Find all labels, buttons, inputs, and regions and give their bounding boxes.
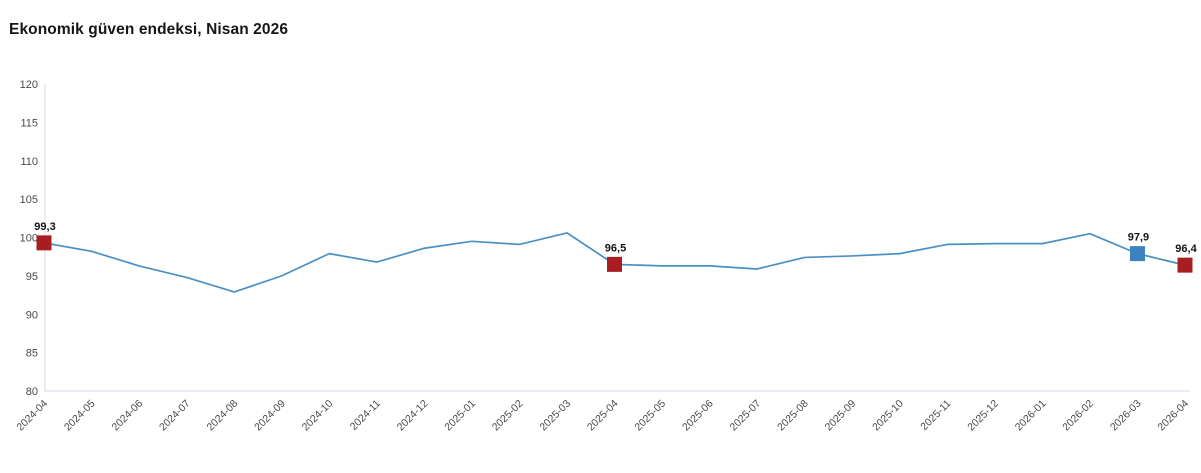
x-axis-tick-label: 2024-06 <box>109 398 145 434</box>
x-axis-tick-label: 2025-03 <box>537 398 573 434</box>
y-axis-tick-label: 90 <box>26 309 38 321</box>
data-point-marker[interactable] <box>1129 246 1145 262</box>
chart-title: Ekonomik güven endeksi, Nisan 2026 <box>9 21 289 38</box>
x-axis-tick-label: 2024-11 <box>348 398 383 433</box>
x-axis-tick-label: 2025-02 <box>490 398 526 434</box>
x-axis-tick-label: 2025-01 <box>442 398 478 434</box>
data-point-marker[interactable] <box>1177 257 1193 273</box>
y-axis-tick-label: 80 <box>26 386 38 398</box>
y-axis-tick-label: 120 <box>20 79 38 91</box>
x-axis-tick-label: 2024-09 <box>252 398 288 434</box>
data-point-label: 96,5 <box>605 242 626 254</box>
x-axis-tick-label: 2024-07 <box>157 398 193 434</box>
y-axis-tick-label: 85 <box>26 348 38 360</box>
x-axis-tick-label: 2024-05 <box>62 398 98 434</box>
x-axis-tick-label: 2024-12 <box>395 398 431 434</box>
y-axis-tick-label: 115 <box>20 117 38 129</box>
x-axis-tick-label: 2025-05 <box>632 398 668 434</box>
x-axis-tick-label: 2025-07 <box>728 398 764 434</box>
x-axis-tick-label: 2025-04 <box>585 398 621 434</box>
data-point-label: 96,4 <box>1175 243 1197 255</box>
data-point-label: 99,3 <box>34 221 55 233</box>
data-point-label: 97,9 <box>1128 232 1149 244</box>
x-axis-tick-label: 2025-11 <box>918 398 953 433</box>
x-axis-tick-label: 2024-10 <box>300 398 336 434</box>
x-axis-tick-label: 2025-08 <box>775 398 811 434</box>
y-axis-tick-label: 95 <box>26 271 38 283</box>
y-axis-tick-label: 105 <box>20 194 38 206</box>
y-axis-tick-label: 100 <box>20 233 38 245</box>
y-axis-tick-label: 110 <box>20 156 38 168</box>
x-axis-tick-label: 2026-02 <box>1060 398 1096 434</box>
x-axis-tick-label: 2024-08 <box>205 398 241 434</box>
x-axis-tick-label: 2025-09 <box>823 398 859 434</box>
x-axis-tick-label: 2026-01 <box>1013 398 1049 434</box>
x-axis-tick-label: 2026-03 <box>1108 398 1144 434</box>
x-axis-tick-label: 2025-06 <box>680 398 716 434</box>
x-axis-tick-label: 2026-04 <box>1155 398 1191 434</box>
x-axis-tick-label: 2025-10 <box>870 398 906 434</box>
x-axis-tick-label: 2024-04 <box>14 398 50 434</box>
data-point-marker[interactable] <box>36 235 52 251</box>
data-point-marker[interactable] <box>607 256 622 272</box>
x-axis-tick-label: 2025-12 <box>965 398 1001 434</box>
